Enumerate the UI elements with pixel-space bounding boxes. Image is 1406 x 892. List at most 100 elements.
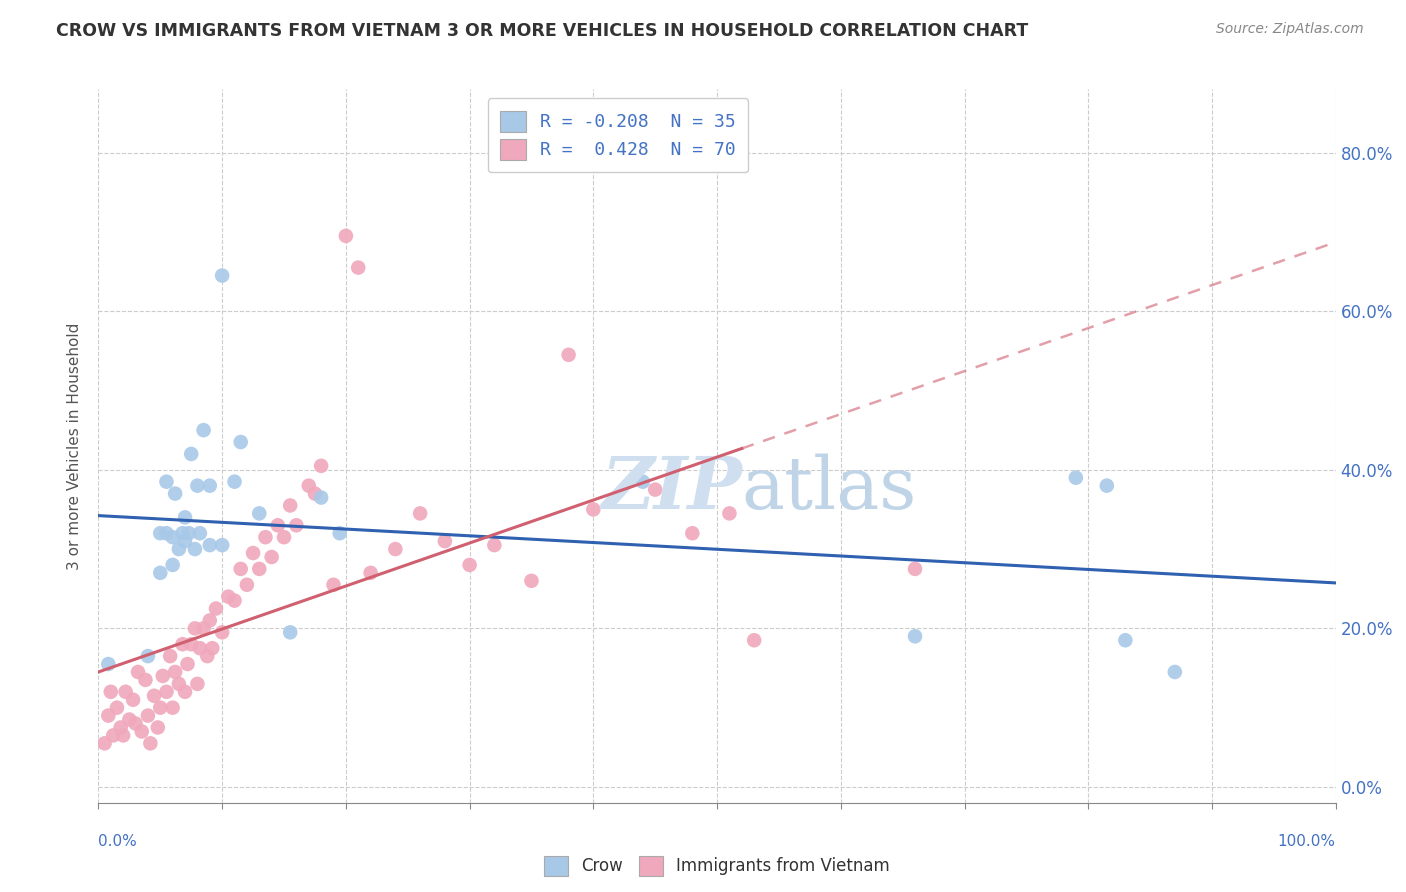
- Point: [681, 526, 703, 541]
- Point: [112, 728, 135, 742]
- Point: [247, 562, 270, 576]
- Point: [167, 542, 190, 557]
- Point: [172, 526, 194, 541]
- Point: [122, 692, 145, 706]
- Point: [149, 566, 172, 580]
- Point: [155, 685, 177, 699]
- Point: [186, 677, 208, 691]
- Point: [180, 637, 202, 651]
- Point: [384, 542, 406, 557]
- Point: [198, 538, 221, 552]
- Point: [718, 507, 741, 521]
- Point: [557, 348, 579, 362]
- Point: [247, 507, 270, 521]
- Point: [211, 625, 233, 640]
- Point: [174, 534, 197, 549]
- Point: [165, 486, 187, 500]
- Point: [298, 478, 321, 492]
- Point: [146, 721, 169, 735]
- Point: [335, 228, 357, 243]
- Point: [177, 526, 200, 541]
- Point: [188, 526, 211, 541]
- Point: [155, 475, 177, 489]
- Point: [631, 475, 654, 489]
- Point: [644, 483, 666, 497]
- Point: [278, 499, 301, 513]
- Point: [433, 534, 456, 549]
- Point: [143, 689, 166, 703]
- Text: 0.0%: 0.0%: [98, 834, 138, 849]
- Point: [742, 633, 765, 648]
- Point: [205, 601, 228, 615]
- Point: [198, 478, 221, 492]
- Text: CROW VS IMMIGRANTS FROM VIETNAM 3 OR MORE VEHICLES IN HOUSEHOLD CORRELATION CHAR: CROW VS IMMIGRANTS FROM VIETNAM 3 OR MOR…: [56, 22, 1029, 40]
- Point: [254, 530, 277, 544]
- Point: [267, 518, 290, 533]
- Point: [198, 614, 221, 628]
- Point: [174, 510, 197, 524]
- Point: [347, 260, 370, 275]
- Text: Source: ZipAtlas.com: Source: ZipAtlas.com: [1216, 22, 1364, 37]
- Point: [131, 724, 153, 739]
- Point: [224, 593, 246, 607]
- Point: [229, 562, 252, 576]
- Point: [201, 641, 224, 656]
- Point: [105, 700, 128, 714]
- Point: [304, 486, 326, 500]
- Point: [172, 637, 194, 651]
- Point: [184, 542, 207, 557]
- Point: [273, 530, 295, 544]
- Point: [114, 685, 136, 699]
- Point: [329, 526, 352, 541]
- Point: [155, 526, 177, 541]
- Point: [409, 507, 432, 521]
- Point: [110, 721, 132, 735]
- Point: [165, 665, 187, 679]
- Point: [211, 538, 233, 552]
- Point: [193, 621, 215, 635]
- Point: [582, 502, 605, 516]
- Y-axis label: 3 or more Vehicles in Household: 3 or more Vehicles in Household: [67, 322, 83, 570]
- Point: [236, 578, 259, 592]
- Point: [193, 423, 215, 437]
- Text: ZIP: ZIP: [600, 453, 742, 524]
- Point: [458, 558, 481, 572]
- Point: [149, 700, 172, 714]
- Point: [904, 562, 927, 576]
- Point: [229, 435, 252, 450]
- Point: [174, 685, 197, 699]
- Point: [100, 685, 122, 699]
- Point: [484, 538, 506, 552]
- Point: [285, 518, 308, 533]
- Point: [93, 736, 115, 750]
- Point: [103, 728, 125, 742]
- Point: [224, 475, 246, 489]
- Point: [278, 625, 301, 640]
- Text: atlas: atlas: [742, 453, 917, 524]
- Point: [186, 478, 208, 492]
- Point: [520, 574, 543, 588]
- Point: [136, 649, 159, 664]
- Point: [260, 549, 283, 564]
- Point: [1064, 471, 1087, 485]
- Point: [127, 665, 149, 679]
- Point: [118, 713, 141, 727]
- Point: [149, 526, 172, 541]
- Point: [1095, 478, 1118, 492]
- Point: [322, 578, 344, 592]
- Point: [211, 268, 233, 283]
- Text: 100.0%: 100.0%: [1278, 834, 1336, 849]
- Point: [139, 736, 162, 750]
- Point: [97, 708, 120, 723]
- Point: [124, 716, 146, 731]
- Point: [217, 590, 239, 604]
- Point: [188, 641, 211, 656]
- Point: [195, 649, 218, 664]
- Point: [1114, 633, 1136, 648]
- Point: [180, 447, 202, 461]
- Point: [134, 673, 156, 687]
- Point: [162, 530, 184, 544]
- Point: [904, 629, 927, 643]
- Point: [162, 558, 184, 572]
- Point: [1164, 665, 1187, 679]
